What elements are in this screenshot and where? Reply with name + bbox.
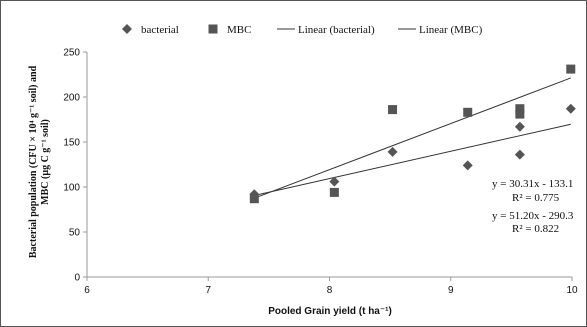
x-tick-label: 6	[84, 285, 90, 296]
legend: bacterial MBC Linear (bacterial) Linear (MB…	[122, 24, 483, 36]
y-axis-label-line2: MBC (µg C g⁻¹ soil)	[40, 119, 51, 205]
y-axis-label-line1: Bacterial population (CFU × 10⁴ g⁻¹ soil…	[28, 65, 39, 258]
y-tick-label: 100	[63, 183, 80, 194]
y-tick-label: 50	[69, 228, 81, 239]
legend-square-swatch	[209, 25, 218, 34]
legend-label: bacterial	[141, 24, 179, 36]
equation-bacterial: y = 30.31x - 133.1	[492, 178, 573, 190]
x-axis-label: Pooled Grain yield (t ha⁻¹)	[268, 306, 392, 317]
legend-label: Linear (MBC)	[419, 24, 483, 36]
point-bacterial	[515, 122, 525, 132]
point-mbc	[250, 194, 259, 203]
point-mbc	[566, 65, 575, 74]
point-mbc	[515, 110, 524, 119]
axes: 0 50 100 150 200 250 6 7 8 9 10	[63, 48, 578, 297]
x-tick-label: 7	[205, 285, 211, 296]
y-tick-label: 150	[63, 138, 80, 149]
x-tick-label: 9	[448, 285, 454, 296]
point-bacterial	[388, 147, 398, 157]
y-tick-label: 0	[74, 273, 80, 284]
point-mbc	[388, 105, 397, 114]
r2-mbc: R² = 0.822	[512, 223, 559, 235]
point-bacterial	[566, 104, 576, 114]
legend-label: MBC	[227, 24, 251, 36]
y-tick-label: 250	[63, 48, 80, 59]
equation-mbc: y = 51.20x - 290.3	[492, 210, 574, 222]
legend-label: Linear (bacterial)	[298, 24, 375, 36]
x-tick-label: 10	[566, 285, 578, 296]
point-mbc	[330, 188, 339, 197]
point-bacterial	[463, 160, 473, 170]
point-bacterial	[515, 150, 525, 160]
x-tick-label: 8	[327, 285, 333, 296]
point-mbc	[463, 108, 472, 117]
legend-diamond-swatch	[122, 24, 132, 34]
y-tick-label: 200	[63, 93, 80, 104]
r2-bacterial: R² = 0.775	[512, 192, 560, 204]
